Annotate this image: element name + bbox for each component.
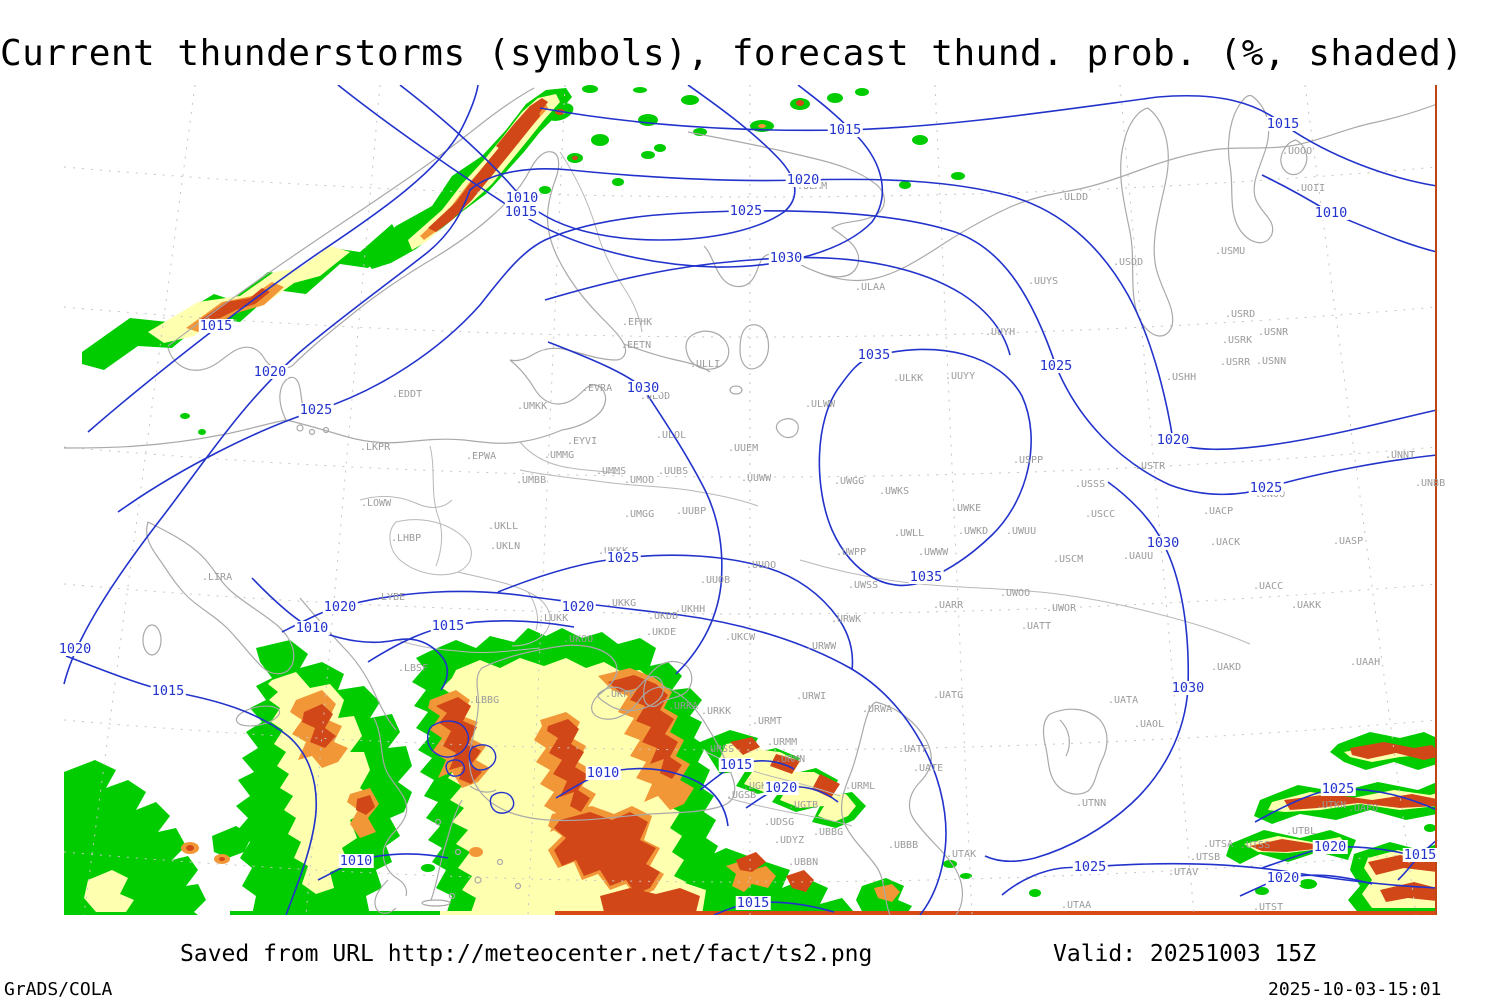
saved-from-url-text: Saved from URL http://meteocenter.net/fa… [180,941,873,967]
valid-time-text: Valid: 20251003 15Z [1053,941,1317,967]
grads-credit-text: GrADS/COLA [4,979,113,1000]
map-area: .EFHK .EETN .ULLI .EVRA .ULOD .ULMM .ULAA .ULDD… [0,85,1500,915]
latlon-grid [63,85,1438,915]
map-canvas [63,85,1438,915]
thunderstorm-symbols [426,720,515,814]
country-borders [359,151,1251,827]
page-title: Current thunderstorms (symbols), forecas… [0,33,1464,74]
shading-red-layer [186,98,1437,912]
timestamp-text: 2025-10-03-15:01 [1268,979,1442,1000]
